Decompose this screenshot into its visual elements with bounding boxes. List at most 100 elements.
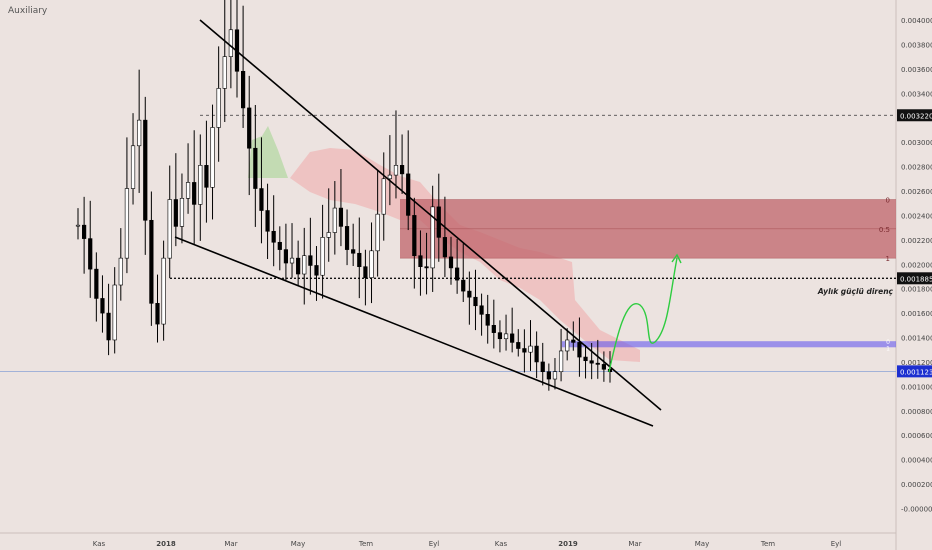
price-label-box — [897, 272, 932, 285]
candle-body — [497, 332, 503, 340]
candle-body — [326, 232, 331, 238]
candle-body — [387, 174, 392, 180]
candle-body — [528, 345, 533, 353]
candle-body — [100, 298, 105, 314]
candle-body — [149, 219, 154, 304]
candle-body — [399, 165, 405, 175]
candle-body — [155, 303, 160, 325]
y-tick-label: 0.002200 — [901, 237, 932, 245]
fib-level-label: 0 — [886, 197, 890, 205]
candle-body — [75, 224, 81, 227]
candle-body — [228, 29, 233, 57]
candle-body — [210, 127, 215, 188]
candle-body — [503, 333, 509, 340]
candle-body — [479, 305, 484, 315]
candle-body — [369, 250, 374, 278]
x-tick-label: May — [695, 540, 709, 548]
candle-body — [344, 226, 350, 250]
candle-body — [88, 238, 93, 270]
candle-body — [571, 339, 576, 343]
y-tick-label: 0.000200 — [901, 481, 932, 489]
candle-body — [241, 70, 246, 109]
trend-line-upper — [199, 19, 662, 411]
x-tick-label: Tem — [358, 540, 373, 548]
candle-body — [357, 252, 362, 267]
candle-body — [82, 224, 87, 239]
candle-body — [130, 145, 136, 189]
candle-body — [558, 350, 564, 373]
candle-body — [124, 188, 130, 259]
candle-body — [289, 257, 295, 264]
trend-line-lower — [174, 236, 654, 427]
x-tick-label: Mar — [224, 540, 237, 548]
candle-body — [198, 165, 203, 205]
candle-body — [179, 198, 185, 227]
annotation-label: Aylık güçlü direnç — [817, 287, 894, 296]
x-tick-label: 2019 — [558, 540, 578, 548]
candle-body — [277, 241, 282, 250]
y-tick-label: 0.001400 — [901, 335, 932, 343]
candle-body — [247, 107, 252, 149]
candle-body — [351, 249, 356, 254]
blue-zone — [562, 341, 896, 348]
projection-arrowhead — [671, 253, 682, 264]
candle-body — [192, 182, 197, 205]
y-tick-label: 0.002600 — [901, 188, 932, 196]
candle-body — [106, 312, 111, 341]
candle-body — [491, 325, 496, 333]
candle-body — [143, 119, 148, 221]
y-tick-label: 0.002000 — [901, 261, 932, 269]
candle-body — [455, 267, 460, 281]
candle-body — [253, 147, 258, 189]
y-tick-label: 0.003400 — [901, 90, 932, 98]
y-tick-label: 0.003000 — [901, 139, 932, 147]
x-tick-label: Eyl — [429, 540, 440, 548]
candle-body — [338, 207, 344, 227]
candle-body — [516, 342, 521, 349]
candle-body — [381, 178, 386, 215]
candle-body — [216, 88, 221, 128]
candle-body — [510, 333, 515, 343]
candle-body — [283, 249, 289, 264]
y-tick-label: 0.002400 — [901, 212, 932, 220]
candle-body — [424, 266, 429, 269]
fib-level-label: 0.5 — [879, 226, 890, 234]
candle-body — [375, 213, 380, 252]
fib-level-label: 1 — [886, 255, 890, 263]
candle-body — [540, 361, 545, 373]
y-tick-label: 0.001800 — [901, 286, 932, 294]
candle-body — [118, 257, 123, 286]
candle-body — [222, 56, 227, 89]
candle-body — [296, 257, 301, 275]
price-label-box — [897, 365, 932, 378]
y-tick-label: 0.003600 — [901, 66, 932, 74]
candle-body — [302, 255, 307, 275]
price-label-box — [897, 109, 932, 122]
x-tick-label: May — [291, 540, 305, 548]
blue-zone-level-label: 1 — [886, 345, 890, 352]
candle-body — [418, 255, 423, 267]
x-tick-label: Kas — [93, 540, 106, 548]
price-label: 0.001885 — [900, 275, 932, 283]
candle-body — [461, 279, 466, 292]
candle-body — [565, 339, 570, 352]
candle-body — [393, 165, 399, 176]
candle-body — [601, 364, 606, 370]
candle-body — [552, 371, 558, 380]
candle-body — [595, 362, 600, 365]
candle-body — [448, 256, 454, 269]
candle-body — [173, 199, 178, 227]
candle-body — [577, 342, 582, 358]
y-tick-label: 0.000600 — [901, 432, 932, 440]
candle-body — [265, 210, 270, 232]
candle-body — [363, 266, 368, 278]
price-label: 0.001123 — [900, 368, 932, 376]
candle-body — [320, 237, 325, 276]
ichimoku-cloud-green — [248, 126, 288, 178]
candle-body — [589, 360, 594, 364]
blue-zone-level-label: 0 — [886, 339, 890, 346]
x-tick-label: Mar — [628, 540, 641, 548]
x-tick-label: Tem — [760, 540, 775, 548]
candle-body — [467, 290, 472, 298]
